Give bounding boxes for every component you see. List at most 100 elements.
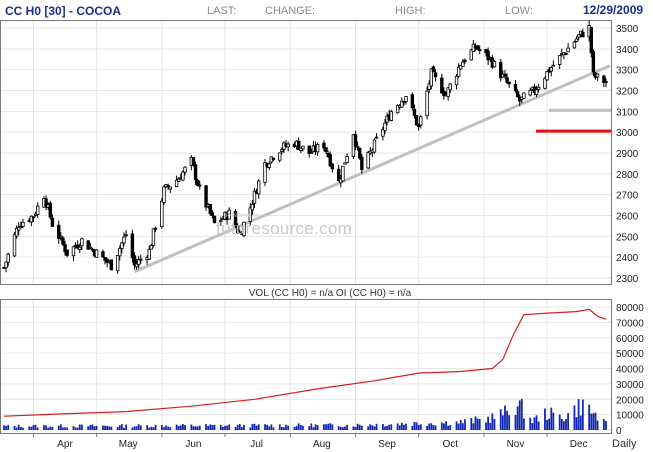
candle-body — [210, 212, 215, 217]
volume-bar — [22, 427, 24, 430]
candle-body — [166, 185, 170, 188]
last-label: LAST: — [207, 5, 237, 17]
volume-bar — [224, 425, 226, 430]
candle-body — [48, 202, 53, 218]
volume-bar — [116, 426, 119, 430]
volume-bar — [533, 417, 536, 430]
candle-body — [442, 91, 446, 97]
candle-body — [528, 90, 532, 96]
volume-bar — [550, 407, 553, 430]
candle-body — [88, 246, 93, 249]
volume-bar — [59, 424, 62, 430]
watermark-text: futuresource.com — [216, 219, 353, 238]
volume-bar — [373, 426, 376, 430]
volume-bar — [226, 425, 229, 430]
price-tick-label: 2400 — [616, 253, 639, 264]
volume-bar — [592, 413, 595, 430]
candle-body — [534, 89, 539, 95]
candle-body — [59, 235, 63, 238]
candle-body — [383, 122, 387, 131]
chart-header: CC H0 [30] - COCOA LAST: CHANGE: HIGH: L… — [0, 0, 653, 20]
volume-bar — [257, 424, 260, 430]
candle-body — [71, 246, 76, 257]
volume-bar — [91, 424, 94, 430]
volume-bar — [417, 424, 420, 430]
candle-body — [404, 96, 408, 102]
volume-bar — [375, 423, 378, 430]
volume-bar — [251, 424, 254, 430]
price-grid — [1, 21, 611, 284]
candle-body — [551, 64, 556, 67]
volume-tick-label: 50000 — [616, 349, 644, 360]
candle-body — [94, 249, 99, 258]
candle-body — [581, 31, 585, 38]
volume-bar — [190, 424, 193, 430]
volume-tick-label: 80000 — [616, 303, 644, 314]
candle-body — [153, 227, 158, 230]
candle-body — [328, 154, 332, 167]
volume-bar — [316, 425, 319, 430]
volume-bar — [89, 425, 92, 430]
candle-body — [105, 258, 109, 263]
candle-body — [549, 67, 553, 72]
candle-body — [181, 171, 185, 181]
volume-bar — [123, 427, 125, 430]
candle-body — [429, 68, 433, 87]
volume-bar — [459, 419, 462, 430]
candle-body — [57, 224, 61, 240]
volume-bar — [301, 425, 304, 430]
candle-body — [459, 65, 463, 70]
volume-bar — [499, 409, 502, 430]
volume-bar — [135, 426, 138, 430]
price-tick-label: 2600 — [616, 212, 639, 223]
volume-bar — [47, 427, 50, 430]
volume-bar — [388, 424, 391, 430]
volume-tick-label: 60000 — [616, 334, 644, 345]
candle-body — [149, 245, 154, 250]
volume-bar — [222, 426, 224, 430]
candle-body — [227, 209, 231, 220]
volume-bar — [474, 416, 477, 430]
volume-bar — [329, 423, 332, 430]
volume-bar — [476, 418, 479, 430]
volume-bar — [30, 426, 33, 430]
candle-body — [366, 151, 370, 169]
volume-bar — [577, 399, 580, 430]
volume-bar — [478, 418, 481, 430]
volume-bar — [428, 423, 431, 430]
volume-bar — [253, 423, 256, 430]
volume-bar — [354, 426, 357, 430]
volume-bar — [518, 400, 521, 430]
candle-body — [416, 124, 421, 127]
volume-bar — [293, 427, 296, 430]
candle-body — [124, 234, 128, 237]
support-trendline — [133, 64, 611, 274]
volume-bar — [280, 426, 283, 430]
volume-bar — [146, 425, 149, 430]
candle-body — [252, 190, 257, 204]
candle-body — [410, 94, 415, 109]
x-tick-label: May — [119, 439, 138, 450]
candle-body — [456, 66, 461, 77]
candle-body — [12, 234, 17, 257]
volume-bar — [278, 424, 281, 430]
candle-body — [402, 101, 406, 103]
volume-bar — [560, 418, 563, 430]
volume-bar — [5, 425, 8, 430]
x-tick-label: Jul — [250, 439, 263, 450]
volume-bar — [272, 427, 275, 430]
change-label: CHANGE: — [265, 5, 316, 17]
volume-bar — [419, 424, 422, 430]
volume-bar — [398, 425, 401, 430]
x-tick-label: Jun — [185, 439, 201, 450]
candle-body — [309, 152, 314, 154]
volume-tick-label: 40000 — [616, 365, 644, 376]
volume-bar — [470, 418, 473, 430]
candle-body — [536, 86, 541, 91]
candle-body — [103, 257, 107, 261]
volume-bar — [194, 426, 197, 430]
volume-bar — [457, 423, 460, 430]
candle-body — [427, 83, 431, 90]
volume-bar — [167, 426, 170, 430]
volume-bar — [93, 426, 96, 430]
